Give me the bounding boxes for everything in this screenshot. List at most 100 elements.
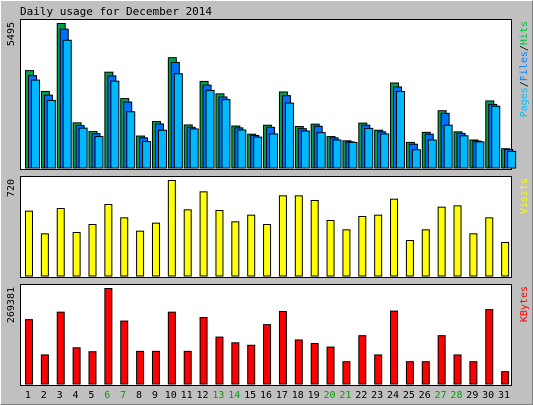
bar-visits-day-6: [104, 204, 113, 277]
x-tick-day-27: 27: [435, 390, 447, 401]
bar-pages-day-24: [396, 90, 406, 169]
bar-visits-day-2: [40, 233, 49, 277]
x-tick-day-4: 4: [73, 390, 79, 401]
bar-pages-day-2: [46, 99, 56, 169]
bar-kbytes-day-21: [342, 361, 351, 385]
bar-visits-day-8: [136, 230, 145, 277]
bar-kbytes-day-15: [247, 344, 256, 385]
bar-kbytes-day-22: [358, 335, 367, 385]
bar-visits-day-18: [294, 195, 303, 277]
bar-pages-day-15: [253, 136, 263, 169]
bar-kbytes-day-28: [453, 354, 462, 385]
bar-pages-day-4: [78, 127, 88, 169]
chart-title: Daily usage for December 2014: [20, 5, 212, 18]
bar-pages-day-19: [316, 132, 326, 169]
bar-pages-day-30: [491, 105, 501, 169]
legend-part: /: [519, 45, 530, 51]
panel-visits: 720 Visits: [6, 176, 530, 278]
bar-visits-day-20: [326, 220, 335, 277]
bar-kbytes-day-10: [167, 311, 176, 385]
bar-kbytes-day-13: [215, 336, 224, 385]
x-tick-day-24: 24: [387, 390, 399, 401]
bar-kbytes-day-9: [151, 350, 160, 385]
y-max-label: 269381: [6, 287, 17, 323]
bar-kbytes-day-1: [25, 319, 33, 385]
bar-kbytes-day-19: [310, 343, 319, 385]
bar-kbytes-day-7: [120, 320, 129, 385]
x-tick-day-15: 15: [244, 390, 256, 401]
legend-part: Pages: [519, 87, 530, 117]
bar-visits-day-10: [167, 180, 176, 277]
x-tick-day-18: 18: [292, 390, 304, 401]
y-max-label: 720: [6, 179, 17, 197]
bar-pages-day-27: [443, 124, 453, 169]
bar-visits-day-9: [151, 222, 160, 277]
bar-visits-day-22: [358, 216, 367, 277]
legend-part: Visits: [519, 178, 530, 214]
bar-visits-day-13: [215, 210, 224, 277]
x-tick-day-25: 25: [403, 390, 415, 401]
bar-kbytes-day-27: [437, 335, 446, 385]
bar-visits-day-5: [88, 224, 97, 277]
x-tick-day-30: 30: [482, 390, 494, 401]
bar-visits-day-14: [231, 221, 240, 277]
bar-pages-day-21: [348, 141, 358, 169]
bar-kbytes-day-23: [374, 354, 383, 385]
bar-kbytes-day-26: [421, 361, 430, 385]
bar-kbytes-day-12: [199, 317, 208, 385]
bar-pages-day-17: [284, 102, 294, 169]
x-tick-day-12: 12: [196, 390, 208, 401]
bar-visits-day-25: [405, 240, 414, 277]
bar-kbytes-day-25: [405, 361, 414, 385]
x-tick-day-11: 11: [181, 390, 193, 401]
bar-kbytes-day-18: [294, 339, 303, 385]
bar-visits-day-29: [469, 233, 478, 277]
bar-pages-day-31: [507, 150, 517, 169]
bar-visits-day-30: [485, 217, 494, 277]
y-max-label: 5495: [6, 22, 17, 46]
bar-visits-day-21: [342, 229, 351, 277]
bar-kbytes-day-29: [469, 361, 478, 385]
bar-kbytes-day-5: [88, 351, 97, 385]
x-tick-day-21: 21: [339, 390, 351, 401]
bar-visits-day-1: [25, 210, 33, 277]
x-tick-day-20: 20: [323, 390, 335, 401]
bar-pages-day-20: [332, 139, 342, 169]
bar-kbytes-day-16: [263, 324, 272, 385]
x-tick-day-9: 9: [152, 390, 158, 401]
x-tick-day-28: 28: [450, 390, 462, 401]
bar-pages-day-7: [126, 111, 136, 169]
x-tick-day-3: 3: [57, 390, 63, 401]
bar-pages-day-28: [459, 135, 469, 169]
bar-visits-day-16: [263, 224, 272, 277]
bar-kbytes-day-4: [72, 347, 81, 385]
x-tick-day-31: 31: [498, 390, 510, 401]
x-tick-day-22: 22: [355, 390, 367, 401]
bar-visits-day-23: [374, 214, 383, 277]
bar-kbytes-day-11: [183, 350, 192, 385]
x-tick-day-5: 5: [88, 390, 94, 401]
bar-visits-day-24: [390, 198, 399, 277]
bar-visits-day-3: [56, 208, 65, 277]
x-tick-day-16: 16: [260, 390, 272, 401]
bar-pages-day-8: [142, 141, 152, 169]
bar-pages-day-18: [300, 130, 310, 169]
x-tick-day-29: 29: [466, 390, 478, 401]
bar-visits-day-31: [501, 242, 510, 277]
x-tick-day-10: 10: [165, 390, 177, 401]
x-tick-day-19: 19: [308, 390, 320, 401]
bar-kbytes-day-24: [390, 310, 399, 385]
x-tick-day-14: 14: [228, 390, 240, 401]
bar-pages-day-16: [269, 133, 279, 169]
bar-visits-day-19: [310, 200, 319, 277]
bar-pages-day-13: [221, 99, 231, 169]
bar-kbytes-day-17: [278, 310, 287, 385]
x-tick-day-1: 1: [25, 390, 31, 401]
bar-kbytes-day-30: [485, 309, 494, 385]
legend-visits: Visits: [519, 178, 530, 214]
bar-kbytes-day-31: [501, 371, 510, 385]
legend-kbytes: KBytes: [519, 286, 530, 322]
bar-pages-day-25: [411, 149, 421, 169]
